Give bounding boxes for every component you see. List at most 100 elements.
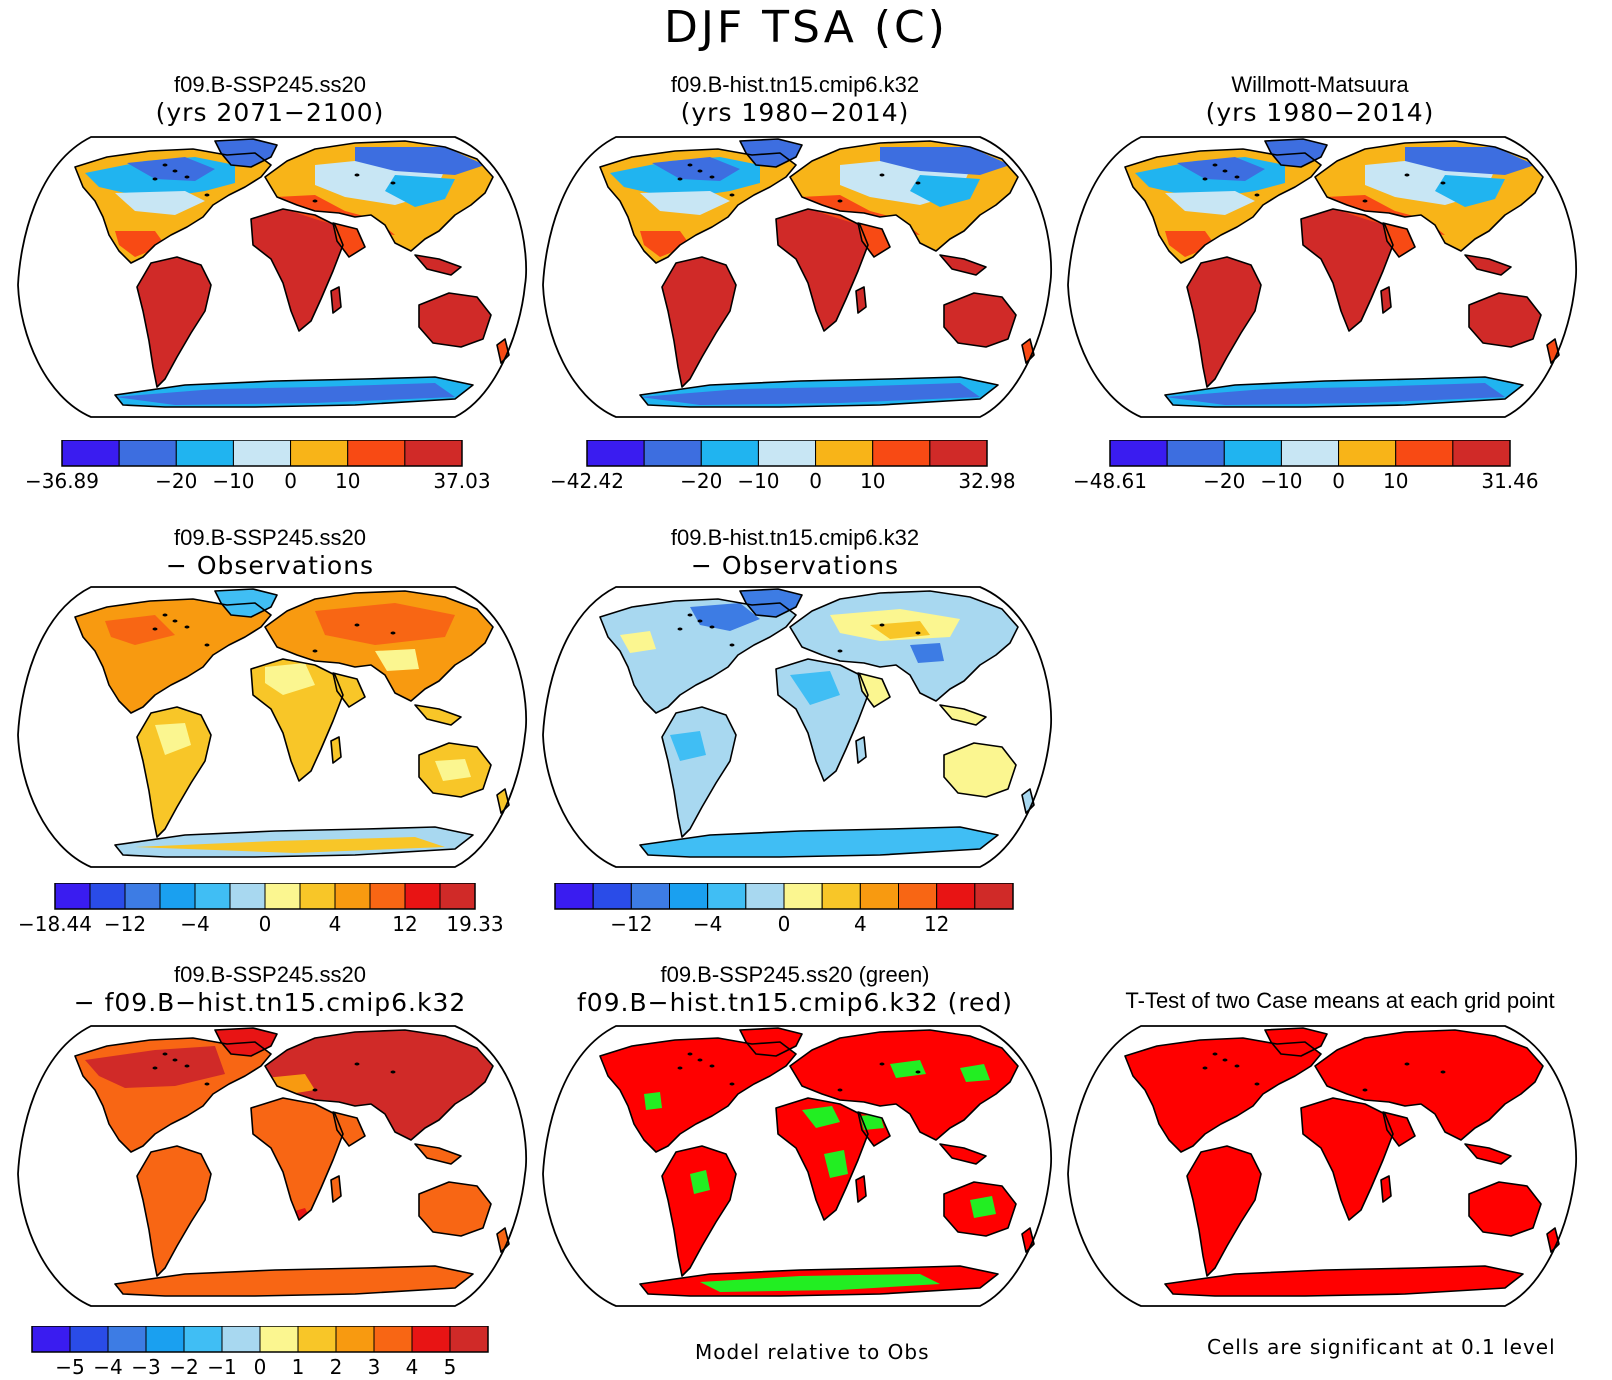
coastline-eurasia (264, 590, 494, 702)
field-patch (155, 723, 191, 755)
land-north-america (1125, 1038, 1321, 1152)
lake-mark (204, 193, 210, 197)
coastline-africa (1300, 208, 1394, 332)
colorbar-swatch (974, 883, 1014, 910)
lake-mark (354, 173, 360, 177)
coastline-north-america (1124, 1037, 1322, 1153)
coastline-greenland (214, 138, 278, 168)
lake-mark (697, 1058, 703, 1062)
colorbar-tick-label: −3 (131, 1355, 160, 1379)
colorbar-tick-label: −12 (610, 912, 652, 936)
coastline-indonesia (414, 1143, 462, 1165)
land-australia (944, 743, 1016, 797)
lake-mark (879, 173, 885, 177)
coastline-australia (943, 1181, 1017, 1237)
coastline-australia (943, 292, 1017, 348)
panel-1-title: f09.B-SSP245.ss20 (173, 72, 366, 97)
panel-5-title: f09.B-hist.tn15.cmip6.k32 (670, 525, 920, 550)
field-patches (644, 1060, 996, 1292)
colorbar-swatch (297, 1326, 337, 1353)
field-patch (910, 175, 980, 207)
land-south-america (137, 707, 211, 837)
colorbar-swatch (821, 883, 861, 910)
lake-mark (172, 1058, 178, 1062)
lake-mark (312, 199, 318, 203)
coastline-south-america (661, 706, 737, 838)
coastline-north-america (74, 148, 272, 264)
coastline-greenland (1264, 138, 1328, 168)
lake-mark (1202, 1066, 1208, 1070)
lake-mark (1212, 163, 1218, 167)
colorbar-frame (554, 883, 1014, 910)
lake-mark (354, 1062, 360, 1066)
coastline-south-america (136, 256, 212, 388)
colorbar-swatch (815, 440, 874, 467)
colorbar-swatch (411, 1326, 451, 1353)
land-australia (419, 1182, 491, 1236)
colorbar-tick-label: −36.89 (25, 469, 99, 493)
colorbar-tick-label: −10 (212, 469, 254, 493)
figure-title: DJF TSA (C) (664, 2, 948, 53)
field-patch (790, 671, 840, 705)
lake-mark (837, 649, 843, 653)
coastline-south-america (661, 256, 737, 388)
map-border (542, 1025, 1053, 1307)
land-indonesia (940, 1144, 986, 1164)
field-patch (127, 157, 215, 181)
land-indonesia (940, 255, 986, 275)
coastline-madagascar (330, 286, 342, 314)
coastline-arabia (332, 672, 366, 708)
coastlines (599, 588, 1035, 858)
colorbar-swatch (89, 883, 126, 910)
colorbar-tick-label: −5 (55, 1355, 84, 1379)
panel-6-title: f09.B-SSP245.ss20 (173, 962, 366, 987)
field-patch (1165, 191, 1255, 215)
land-indonesia (940, 705, 986, 725)
colorbar-swatch (783, 883, 823, 910)
colorbar-tick-label: 32.98 (958, 469, 1015, 493)
coastline-indonesia (1464, 254, 1512, 276)
panel-3-subtitle: (yrs 1980−2014) (1205, 98, 1435, 127)
coastline-north-america (599, 598, 797, 714)
coastline-new-zealand (1021, 788, 1035, 814)
coastline-madagascar (855, 1175, 867, 1203)
colorbar-tick-label: 10 (1383, 469, 1408, 493)
colorbar-tick-label: 3 (368, 1355, 381, 1379)
lake-mark (915, 1070, 921, 1074)
land-indonesia (1465, 1144, 1511, 1164)
lake-mark (184, 625, 190, 629)
colorbar-frame (586, 440, 988, 467)
colorbar-swatch (1452, 440, 1511, 467)
lake-mark (729, 1082, 735, 1086)
colorbar-tick-label: −10 (737, 469, 779, 493)
field-patch (375, 649, 419, 671)
coastline-australia (418, 742, 492, 798)
coastline-arabia (857, 1111, 891, 1147)
coastline-south-america (661, 1145, 737, 1277)
field-patch (670, 731, 706, 761)
lake-mark (879, 623, 885, 627)
colorbar-tick-label: −12 (104, 912, 146, 936)
colorbar-tick-label: 37.03 (433, 469, 490, 493)
coastline-south-america (1186, 1145, 1262, 1277)
coastline-new-zealand (496, 788, 510, 814)
colorbar-swatch (1280, 440, 1340, 467)
field-patch (265, 663, 315, 695)
colorbar-swatch (554, 883, 594, 910)
lake-mark (1212, 1052, 1218, 1056)
coastline-south-america (1186, 256, 1262, 388)
lake-mark (1234, 175, 1240, 179)
colorbar-tick-label: 2 (330, 1355, 343, 1379)
colorbar-swatch (290, 440, 349, 467)
colorbar-swatch (929, 440, 988, 467)
panel-1-heading: f09.B-SSP245.ss20 (yrs 2071−2100) (60, 72, 480, 128)
coastline-eurasia (1314, 140, 1544, 252)
land-madagascar (856, 737, 866, 763)
coastline-arabia (857, 672, 891, 708)
colorbar-tick-label: −10 (1260, 469, 1302, 493)
field-patch (435, 759, 471, 781)
model-relative-note: Model relative to Obs (695, 1340, 930, 1364)
coastline-madagascar (330, 1175, 342, 1203)
colorbar-swatch (643, 440, 702, 467)
lake-mark (1234, 1064, 1240, 1068)
